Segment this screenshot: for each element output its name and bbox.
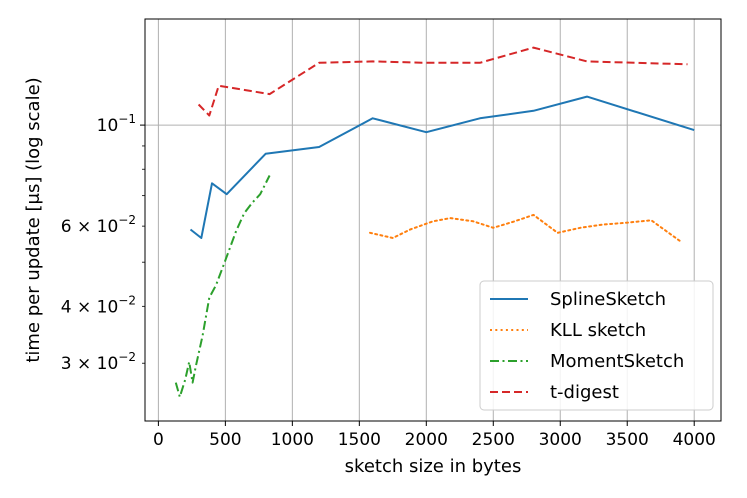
y-axis-label: time per update [μs] (log scale)	[23, 77, 44, 362]
legend-entry-label: MomentSketch	[550, 351, 684, 372]
x-tick-label: 3000	[539, 430, 582, 450]
x-axis-label: sketch size in bytes	[345, 456, 522, 477]
y-tick-coef: 4 × 10	[61, 297, 119, 317]
legend-entry-label: SplineSketch	[550, 289, 666, 310]
legend-box	[479, 280, 714, 411]
y-tick-coef: 6 × 10	[61, 217, 119, 237]
axis-ticks: 0 500 1000 1500 2000 2500 3000 3500 4000 10−1 3 × …	[61, 112, 716, 450]
legend-entry-label: t-digest	[550, 382, 619, 403]
t-digest-line	[197, 46, 688, 117]
legend: SplineSketch KLL sketch MomentSketch t-dige…	[479, 280, 714, 411]
x-tick-label: 1000	[271, 430, 314, 450]
series-lines	[174, 46, 695, 398]
x-tick-label: 1500	[338, 430, 381, 450]
y-tick-exponent: −2	[118, 213, 136, 227]
y-tick-base: 10	[97, 116, 119, 136]
x-tick-label: 500	[209, 430, 241, 450]
plot-frame	[144, 18, 722, 422]
momentsketch-line	[174, 175, 271, 398]
x-tick-label: 0	[153, 430, 164, 450]
y-tick-label: 3 × 10−2	[61, 350, 136, 374]
y-tick-label: 10−1	[97, 112, 136, 136]
y-tick-exponent: −1	[118, 112, 136, 126]
legend-entry-label: KLL sketch	[550, 320, 646, 341]
x-tick-label: 2000	[405, 430, 448, 450]
y-tick-coef: 3 × 10	[61, 354, 119, 374]
x-tick-label: 3500	[606, 430, 649, 450]
y-tick-exponent: −2	[118, 293, 136, 307]
kll-sketch-line	[369, 213, 682, 243]
y-tick-label: 6 × 10−2	[61, 213, 136, 237]
y-tick-exponent: −2	[118, 350, 136, 364]
x-tick-label: 2500	[472, 430, 515, 450]
splinesketch-line	[189, 95, 695, 239]
x-tick-label: 4000	[673, 430, 716, 450]
y-tick-label: 4 × 10−2	[61, 293, 136, 317]
